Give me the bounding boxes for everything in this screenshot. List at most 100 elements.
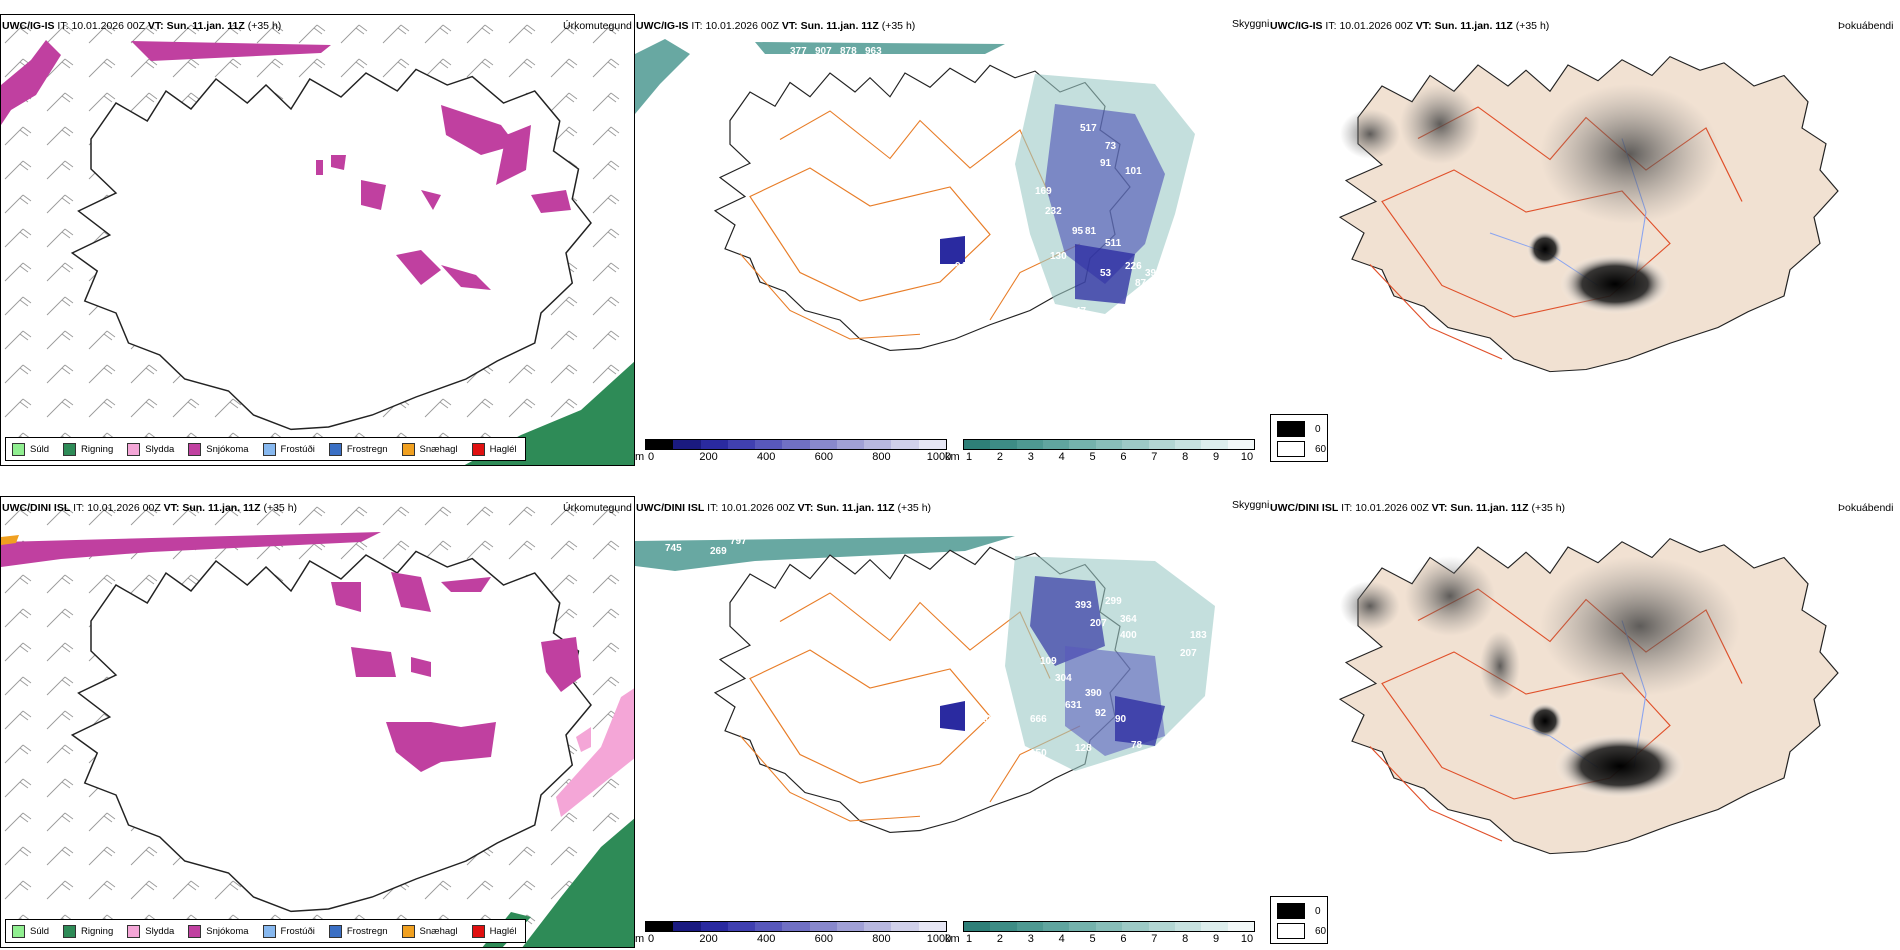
colorbar-tick-label: 7 [1151, 451, 1158, 463]
colorbar-tick-label: 400 [757, 933, 776, 945]
colorbar-tick-label: 9 [1213, 933, 1220, 945]
cloud-base-areas [940, 74, 1195, 314]
precip-type-panel-row-0: Súld Rigning Slydda Snjókoma Frostúði Fr… [0, 14, 635, 466]
visibility-areas [635, 536, 1015, 571]
cloud-value-label: 47 [1075, 306, 1087, 317]
legend-item-freezing-drizzle: Frostúði [262, 924, 315, 938]
fog-low-label: 0 [1315, 423, 1321, 435]
legend-item-sleet: Slydda [127, 442, 174, 456]
colorbar-segment [755, 922, 783, 931]
legend-label: Snjókoma [206, 443, 249, 455]
colorbar-tick-label: 10 [1240, 451, 1254, 463]
cloud-value-label: 92 [1095, 708, 1107, 719]
cloud-value-label: 73 [1105, 141, 1117, 152]
header-cloud-row-1: UWC/DINI ISL IT: 10.01.2026 00Z VT: Sun.… [636, 502, 931, 514]
cloud-value-label: 797 [730, 536, 747, 547]
cloud-value-label: 90 [1115, 714, 1127, 725]
model-name: UWC/IG-IS [636, 20, 689, 32]
fog-index-areas [1340, 84, 1720, 314]
colorbar-segment [646, 922, 674, 931]
colorbar-segment [990, 440, 1017, 449]
cloud-value-label: 963 [865, 46, 882, 57]
legend-swatch [127, 442, 141, 456]
visibility-colorbar: km 1 2 3 4 5 6 7 8 9 10 [945, 921, 1255, 948]
colorbar-tick-label: 6 [1120, 451, 1127, 463]
it-label: IT: [57, 20, 69, 32]
colorbar-segment [1174, 922, 1202, 931]
precip-map-row-1 [1, 497, 634, 947]
colorbar-segment [727, 922, 756, 931]
legend-label: Snæhagl [419, 925, 458, 937]
cloud-value-label: 269 [710, 546, 727, 557]
cloud-value-label: 130 [1050, 251, 1067, 262]
vt-value: Sun. 11.jan. 11Z [800, 20, 879, 32]
colorbar-segment [646, 440, 674, 449]
legend-swatch [471, 442, 485, 456]
legend-swatch [12, 442, 25, 456]
legend-swatch [12, 924, 25, 938]
legend-label: Rigning [81, 443, 114, 455]
legend-item-drizzle: Súld [12, 442, 49, 456]
legend-label: Slydda [145, 925, 175, 937]
model-name: UWC/DINI ISL [2, 502, 71, 514]
legend-item-snow-pellets: Snæhagl [401, 924, 458, 938]
fog-title-row-0: Þokuábendi [1838, 20, 1894, 32]
fog-title-row-1: Þokuábendi [1838, 502, 1894, 514]
colorbar-segment [673, 440, 701, 449]
colorbar-tick-label: 10 [1240, 933, 1254, 945]
fog-scale-low: 0 [1277, 421, 1321, 437]
cloud-value-label: 39 [1145, 268, 1157, 279]
fog-scale-low: 0 [1277, 903, 1321, 919]
colorbar-segment [1148, 922, 1175, 931]
fog-low-label: 0 [1315, 905, 1321, 917]
it-label: IT: [1341, 502, 1353, 514]
colorbar-tick-label: 800 [872, 933, 891, 945]
precip-map-row-0 [1, 15, 634, 465]
colorbar-segment [1095, 922, 1123, 931]
cloud-base-colorbar: m 0 200 400 600 800 1000 [635, 439, 955, 466]
it-value: 10.01.2026 00Z [71, 20, 145, 32]
legend-swatch [188, 442, 202, 456]
visibility-unit: km [945, 451, 960, 463]
precip-rain-areas [464, 361, 634, 465]
legend-item-rain: Rigning [63, 442, 114, 456]
precip-type-panel-row-1: Súld Rigning Slydda Snjókoma Frostúði Fr… [0, 496, 635, 948]
colorbar-tick-label: 800 [872, 451, 891, 463]
colorbar-tick-label: 3 [1027, 451, 1034, 463]
colorbar-segment [1069, 922, 1096, 931]
cloud-value-label: 232 [1045, 206, 1062, 217]
colorbar-segment [782, 440, 810, 449]
colorbar-tick-label: 8 [1182, 933, 1189, 945]
fog-scale-box: 0 60 [1270, 414, 1328, 462]
legend-label: Snjókoma [206, 925, 249, 937]
precip-snow-areas [1, 40, 571, 290]
colorbar-segment [990, 922, 1017, 931]
colorbar-segment [809, 440, 837, 449]
legend-label: Frostúði [280, 443, 315, 455]
cloud-value-label: 393 [1075, 600, 1092, 611]
cloud-value-label: 107 [980, 714, 997, 725]
precip-legend: Súld Rigning Slydda Snjókoma Frostúði Fr… [5, 919, 526, 943]
cloud-title-row-1: Skyggni [1232, 499, 1270, 511]
cloud-value-label: 631 [1065, 700, 1082, 711]
precip-legend: Súld Rigning Slydda Snjókoma Frostúði Fr… [5, 437, 526, 461]
legend-swatch [401, 924, 415, 938]
cloud-value-label: 666 [1030, 714, 1047, 725]
cloud-value-label: 377 [790, 46, 807, 57]
legend-item-freezing-rain: Frostregn [328, 442, 388, 456]
fog-high-label: 60 [1315, 925, 1327, 937]
colorbar-segment [1201, 440, 1228, 449]
precip-snow-pellet-areas [1, 535, 19, 545]
vt-label: VT: [1415, 20, 1432, 32]
cloud-value-label: 226 [1125, 261, 1142, 272]
cloud-value-label: 745 [665, 543, 682, 554]
it-value: 10.01.2026 00Z [87, 502, 161, 514]
legend-item-drizzle: Súld [12, 924, 49, 938]
colorbar-segment [700, 922, 728, 931]
cloud-base-unit: m [635, 933, 645, 945]
lead-time: (+35 h) [247, 20, 282, 32]
cloud-value-label: 299 [1105, 596, 1122, 607]
cloud-value-label: 364 [1120, 614, 1137, 625]
